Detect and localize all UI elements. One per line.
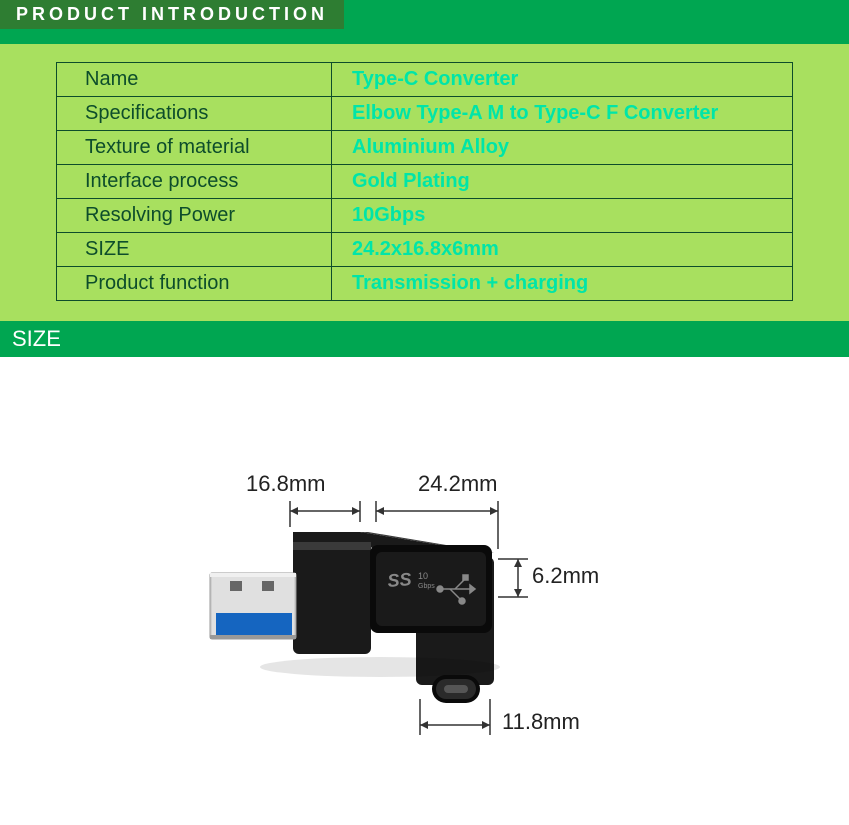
spec-row: Product function Transmission + charging [57,267,793,301]
diagram-section: SS 10 Gbps 16.8mm 24.2mm [0,357,849,825]
adapter-diagram: SS 10 Gbps [0,357,849,825]
spec-label: Specifications [57,97,332,131]
header-bar: PRODUCT INTRODUCTION [0,0,849,44]
spec-label: Name [57,63,332,97]
spec-value: Type-C Converter [332,63,793,97]
dimension-top-left: 16.8mm [246,471,325,497]
spec-value: Aluminium Alloy [332,131,793,165]
svg-text:10: 10 [418,571,428,581]
spec-section: Name Type-C Converter Specifications Elb… [0,44,849,321]
spec-label: Product function [57,267,332,301]
spec-value: Gold Plating [332,165,793,199]
spec-value: 10Gbps [332,199,793,233]
svg-text:Gbps: Gbps [418,583,435,590]
spec-row: SIZE 24.2x16.8x6mm [57,233,793,267]
spec-label: Interface process [57,165,332,199]
spec-value: Transmission + charging [332,267,793,301]
spec-row: Interface process Gold Plating [57,165,793,199]
size-header: SIZE [0,321,849,357]
spec-label: Texture of material [57,131,332,165]
svg-text:SS: SS [387,569,413,591]
spec-row: Resolving Power 10Gbps [57,199,793,233]
header-title: PRODUCT INTRODUCTION [0,0,344,29]
dimension-thickness: 6.2mm [532,563,599,589]
spec-label: Resolving Power [57,199,332,233]
spec-row: Name Type-C Converter [57,63,793,97]
spec-table: Name Type-C Converter Specifications Elb… [56,62,793,301]
spec-label: SIZE [57,233,332,267]
spec-row: Texture of material Aluminium Alloy [57,131,793,165]
spec-row: Specifications Elbow Type-A M to Type-C … [57,97,793,131]
spec-value: 24.2x16.8x6mm [332,233,793,267]
spec-value: Elbow Type-A M to Type-C F Converter [332,97,793,131]
dimension-top-right: 24.2mm [418,471,497,497]
dimension-bottom: 11.8mm [502,709,580,735]
